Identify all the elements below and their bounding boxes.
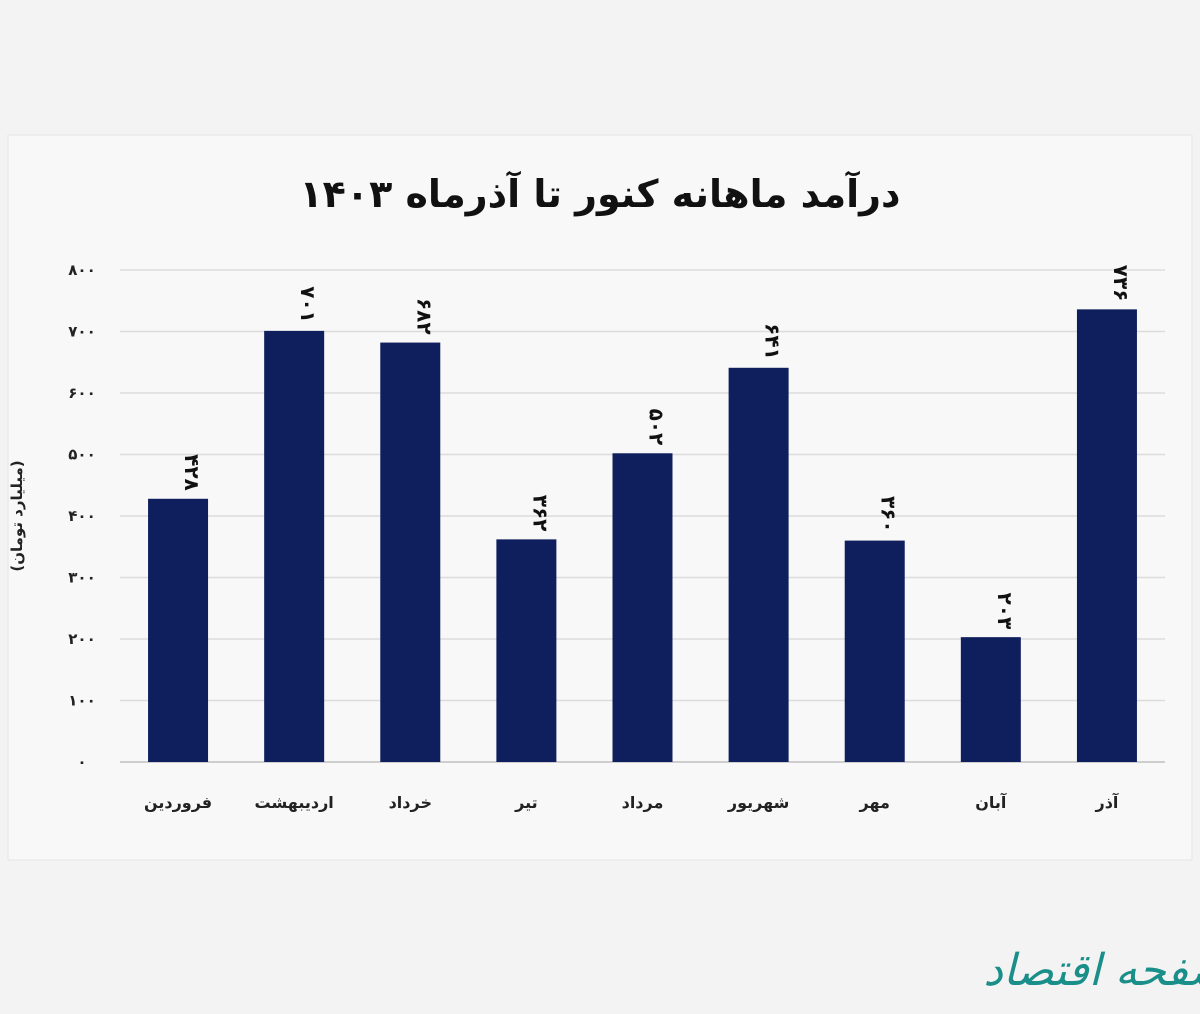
bar bbox=[264, 330, 325, 762]
x-tick-label: آذر bbox=[1094, 792, 1118, 812]
bar bbox=[728, 367, 789, 762]
bar bbox=[844, 540, 905, 762]
data-label: ۵۰۲ bbox=[645, 409, 669, 446]
data-label: ۷۳۶ bbox=[1109, 265, 1133, 302]
y-tick-label: ۵۰۰ bbox=[68, 446, 95, 464]
y-axis-label: (میلیارد تومان) bbox=[8, 460, 26, 571]
data-label: ۶۴۱ bbox=[761, 323, 785, 360]
bar bbox=[148, 498, 209, 762]
data-label: ۴۲۸ bbox=[180, 454, 204, 491]
data-label: ۷۰۱ bbox=[296, 286, 320, 323]
y-tick-label: ۰ bbox=[77, 753, 86, 771]
y-tick-label: ۸۰۰ bbox=[68, 261, 95, 279]
x-tick-label: اردیبهشت bbox=[255, 793, 334, 812]
x-tick-label: مهر bbox=[859, 793, 890, 812]
x-tick-label: شهریور bbox=[727, 793, 790, 812]
data-label: ۲۰۳ bbox=[993, 593, 1017, 630]
bar bbox=[380, 342, 441, 762]
watermark-logo: صفحه اقتصاد bbox=[983, 945, 1200, 996]
bar bbox=[1076, 309, 1137, 762]
x-tick-label: خرداد bbox=[389, 793, 432, 812]
y-tick-label: ۲۰۰ bbox=[68, 630, 95, 648]
x-tick-label: آبان bbox=[975, 792, 1007, 812]
x-tick-label: فروردین bbox=[144, 793, 212, 812]
bar bbox=[496, 539, 557, 762]
y-tick-label: ۶۰۰ bbox=[68, 384, 95, 402]
x-tick-label: مرداد bbox=[622, 793, 664, 812]
y-tick-label: ۳۰۰ bbox=[68, 569, 95, 587]
x-tick-label: تیر bbox=[514, 793, 538, 812]
y-tick-label: ۴۰۰ bbox=[68, 507, 95, 525]
bar bbox=[612, 453, 673, 762]
y-tick-label: ۷۰۰ bbox=[68, 323, 95, 341]
y-tick-label: ۱۰۰ bbox=[68, 692, 95, 710]
data-label: ۶۸۲ bbox=[412, 298, 436, 335]
data-label: ۳۶۰ bbox=[877, 496, 901, 533]
data-label: ۳۶۲ bbox=[528, 495, 552, 532]
chart-title: درآمد ماهانه کنور تا آذرماه ۱۴۰۳ bbox=[299, 170, 900, 216]
bar bbox=[960, 637, 1021, 762]
